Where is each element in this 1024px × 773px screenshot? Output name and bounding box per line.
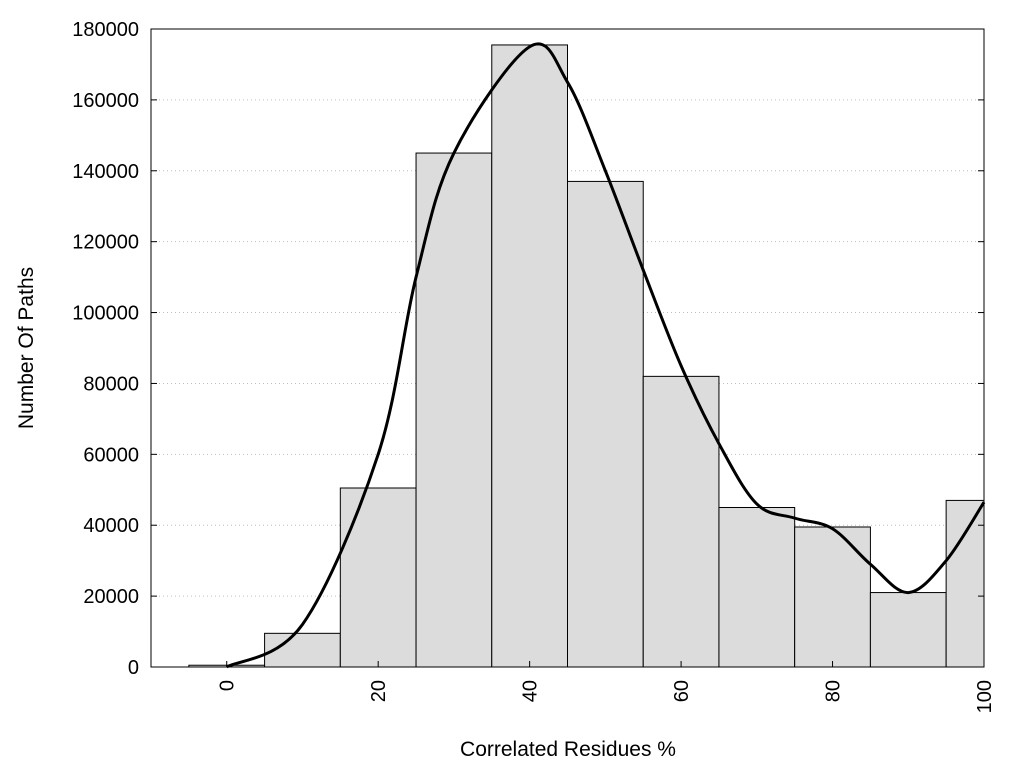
- density-curve-layer: [225, 42, 986, 669]
- x-axis-ticks: 0 20 40 60 80 100: [217, 661, 996, 713]
- histogram-bars: [188, 44, 985, 668]
- x-tick-label: 20: [368, 680, 390, 702]
- x-tick-label: 80: [823, 680, 845, 702]
- plot-frame: [150, 28, 985, 668]
- y-tick-label: 120000: [72, 232, 139, 254]
- y-tick-label: 40000: [83, 515, 139, 537]
- y-tick-label: 140000: [72, 161, 139, 183]
- bar-20: [339, 487, 417, 668]
- y-tick-label: 20000: [83, 586, 139, 608]
- y-tick-label: 0: [128, 657, 139, 679]
- y-tick-label: 80000: [83, 373, 139, 395]
- density-curve: [225, 42, 986, 669]
- y-tick-label: 180000: [72, 19, 139, 41]
- bar-80: [794, 526, 871, 668]
- y-tick-label: 100000: [72, 303, 139, 325]
- x-tick-label: 0: [217, 680, 239, 691]
- y-axis-title: Number Of Paths: [15, 267, 38, 429]
- y-axis-ticks: 0 20000 40000 60000 80000 100000 120000 140000 1…: [72, 19, 984, 679]
- bar-70: [718, 507, 796, 668]
- x-tick-label: 100: [974, 680, 996, 713]
- x-axis-title: Correlated Residues %: [460, 738, 676, 761]
- x-tick-label: 40: [520, 680, 542, 702]
- x-tick-label: 60: [671, 680, 693, 702]
- y-tick-label: 60000: [83, 444, 139, 466]
- y-tick-label: 160000: [72, 90, 139, 112]
- bar-60: [642, 375, 720, 668]
- bar-40: [491, 44, 569, 668]
- bar-90: [869, 592, 947, 668]
- bar-10: [264, 632, 341, 668]
- bar-50: [567, 180, 644, 668]
